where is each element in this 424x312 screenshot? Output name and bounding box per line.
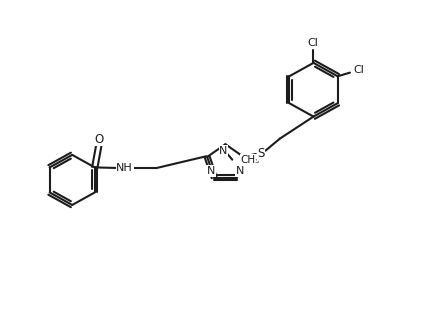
Text: N: N xyxy=(219,146,228,156)
Text: N: N xyxy=(236,166,244,176)
Text: N: N xyxy=(207,166,215,176)
Text: NH: NH xyxy=(116,163,133,173)
Text: CH₃: CH₃ xyxy=(241,155,260,165)
Text: O: O xyxy=(94,133,103,145)
Text: S: S xyxy=(257,148,265,160)
Text: Cl: Cl xyxy=(354,66,365,76)
Text: Cl: Cl xyxy=(307,38,318,48)
